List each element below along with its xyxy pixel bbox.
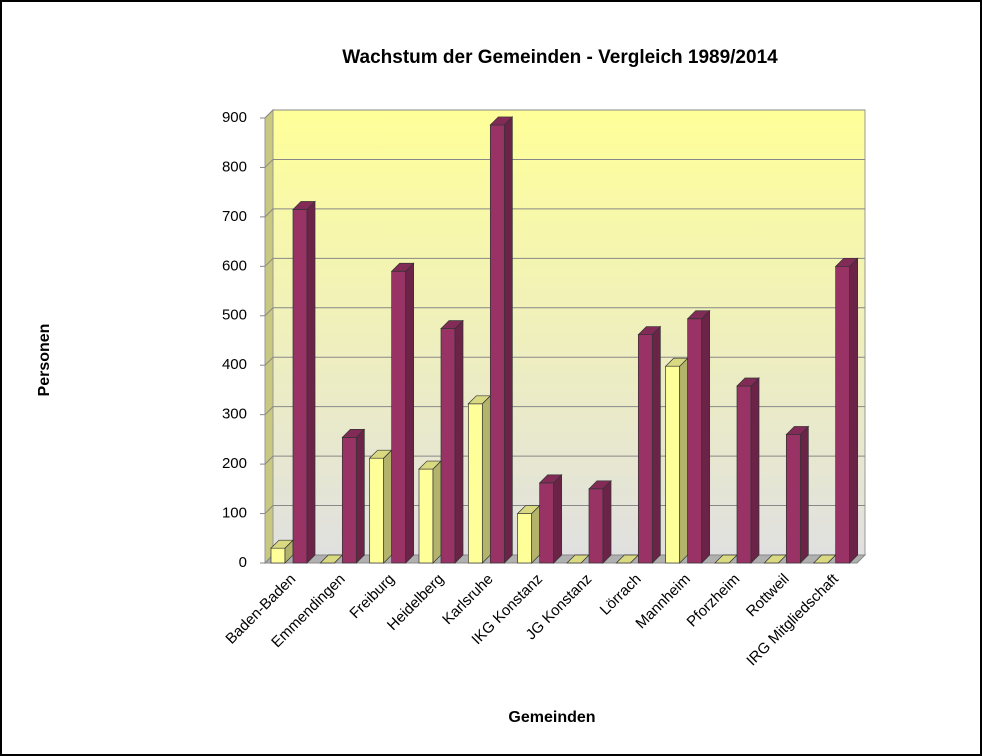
bar-side — [481, 394, 491, 564]
bar-top — [292, 201, 316, 210]
grid-line — [264, 257, 865, 267]
y-tick-label: 700 — [222, 208, 247, 225]
bar — [539, 482, 555, 564]
bar-top — [588, 480, 612, 490]
bar-side — [454, 319, 464, 564]
bar — [440, 328, 456, 564]
side-wall — [264, 108, 274, 565]
bar — [418, 468, 434, 564]
bar-side — [503, 116, 513, 564]
bar-top — [834, 257, 859, 267]
bar — [736, 385, 752, 564]
bar — [467, 403, 483, 564]
bar-top — [785, 426, 810, 435]
y-tick-label: 0 — [239, 554, 247, 571]
y-tick-label: 500 — [222, 307, 247, 324]
bar-side — [306, 200, 316, 564]
bar-top — [538, 474, 563, 484]
bar — [637, 334, 653, 564]
y-tick-label: 200 — [222, 455, 247, 472]
bar-side — [405, 262, 415, 564]
bar-side — [531, 504, 541, 564]
y-tick-label: 800 — [222, 158, 247, 175]
bar-top — [440, 320, 464, 329]
y-tick-label: 400 — [222, 356, 247, 373]
chart-title: Wachstum der Gemeinden - Vergleich 1989/… — [342, 47, 778, 68]
y-tick-label: 100 — [222, 505, 247, 522]
y-axis-title: Personen — [36, 324, 53, 397]
bar-side — [799, 425, 809, 564]
bar-top — [736, 377, 760, 387]
bar-top — [686, 310, 711, 320]
bar-side — [383, 449, 393, 564]
bar-side — [750, 377, 760, 564]
grid-line — [264, 208, 865, 218]
bar-side — [651, 325, 661, 564]
bar — [292, 209, 308, 564]
bar-side — [679, 357, 689, 564]
y-tick-label: 900 — [222, 109, 247, 126]
bar — [517, 513, 533, 564]
grid-line — [264, 158, 865, 168]
x-axis-title: Gemeinden — [508, 709, 595, 726]
bar — [665, 365, 681, 564]
y-tick-label: 300 — [222, 406, 247, 423]
grid-line — [264, 307, 865, 317]
bar-side — [701, 309, 711, 564]
bar — [341, 437, 357, 564]
bar — [687, 318, 703, 564]
bar — [588, 488, 604, 564]
y-tick-label: 600 — [222, 257, 247, 274]
bar-side — [602, 479, 612, 564]
bar-side — [355, 428, 365, 564]
bar-top — [390, 262, 415, 272]
bar-top — [637, 326, 662, 335]
bar-top — [341, 429, 366, 438]
bar-side — [553, 474, 563, 564]
bar — [489, 124, 505, 564]
bar — [835, 265, 851, 564]
bar — [785, 434, 801, 564]
bar-side — [432, 460, 442, 564]
grid-line — [264, 109, 865, 119]
bar — [270, 547, 286, 564]
bar — [391, 270, 407, 564]
bar-side — [849, 257, 859, 564]
bar-top — [489, 116, 514, 126]
grid-line — [264, 356, 865, 366]
bar — [369, 457, 385, 564]
